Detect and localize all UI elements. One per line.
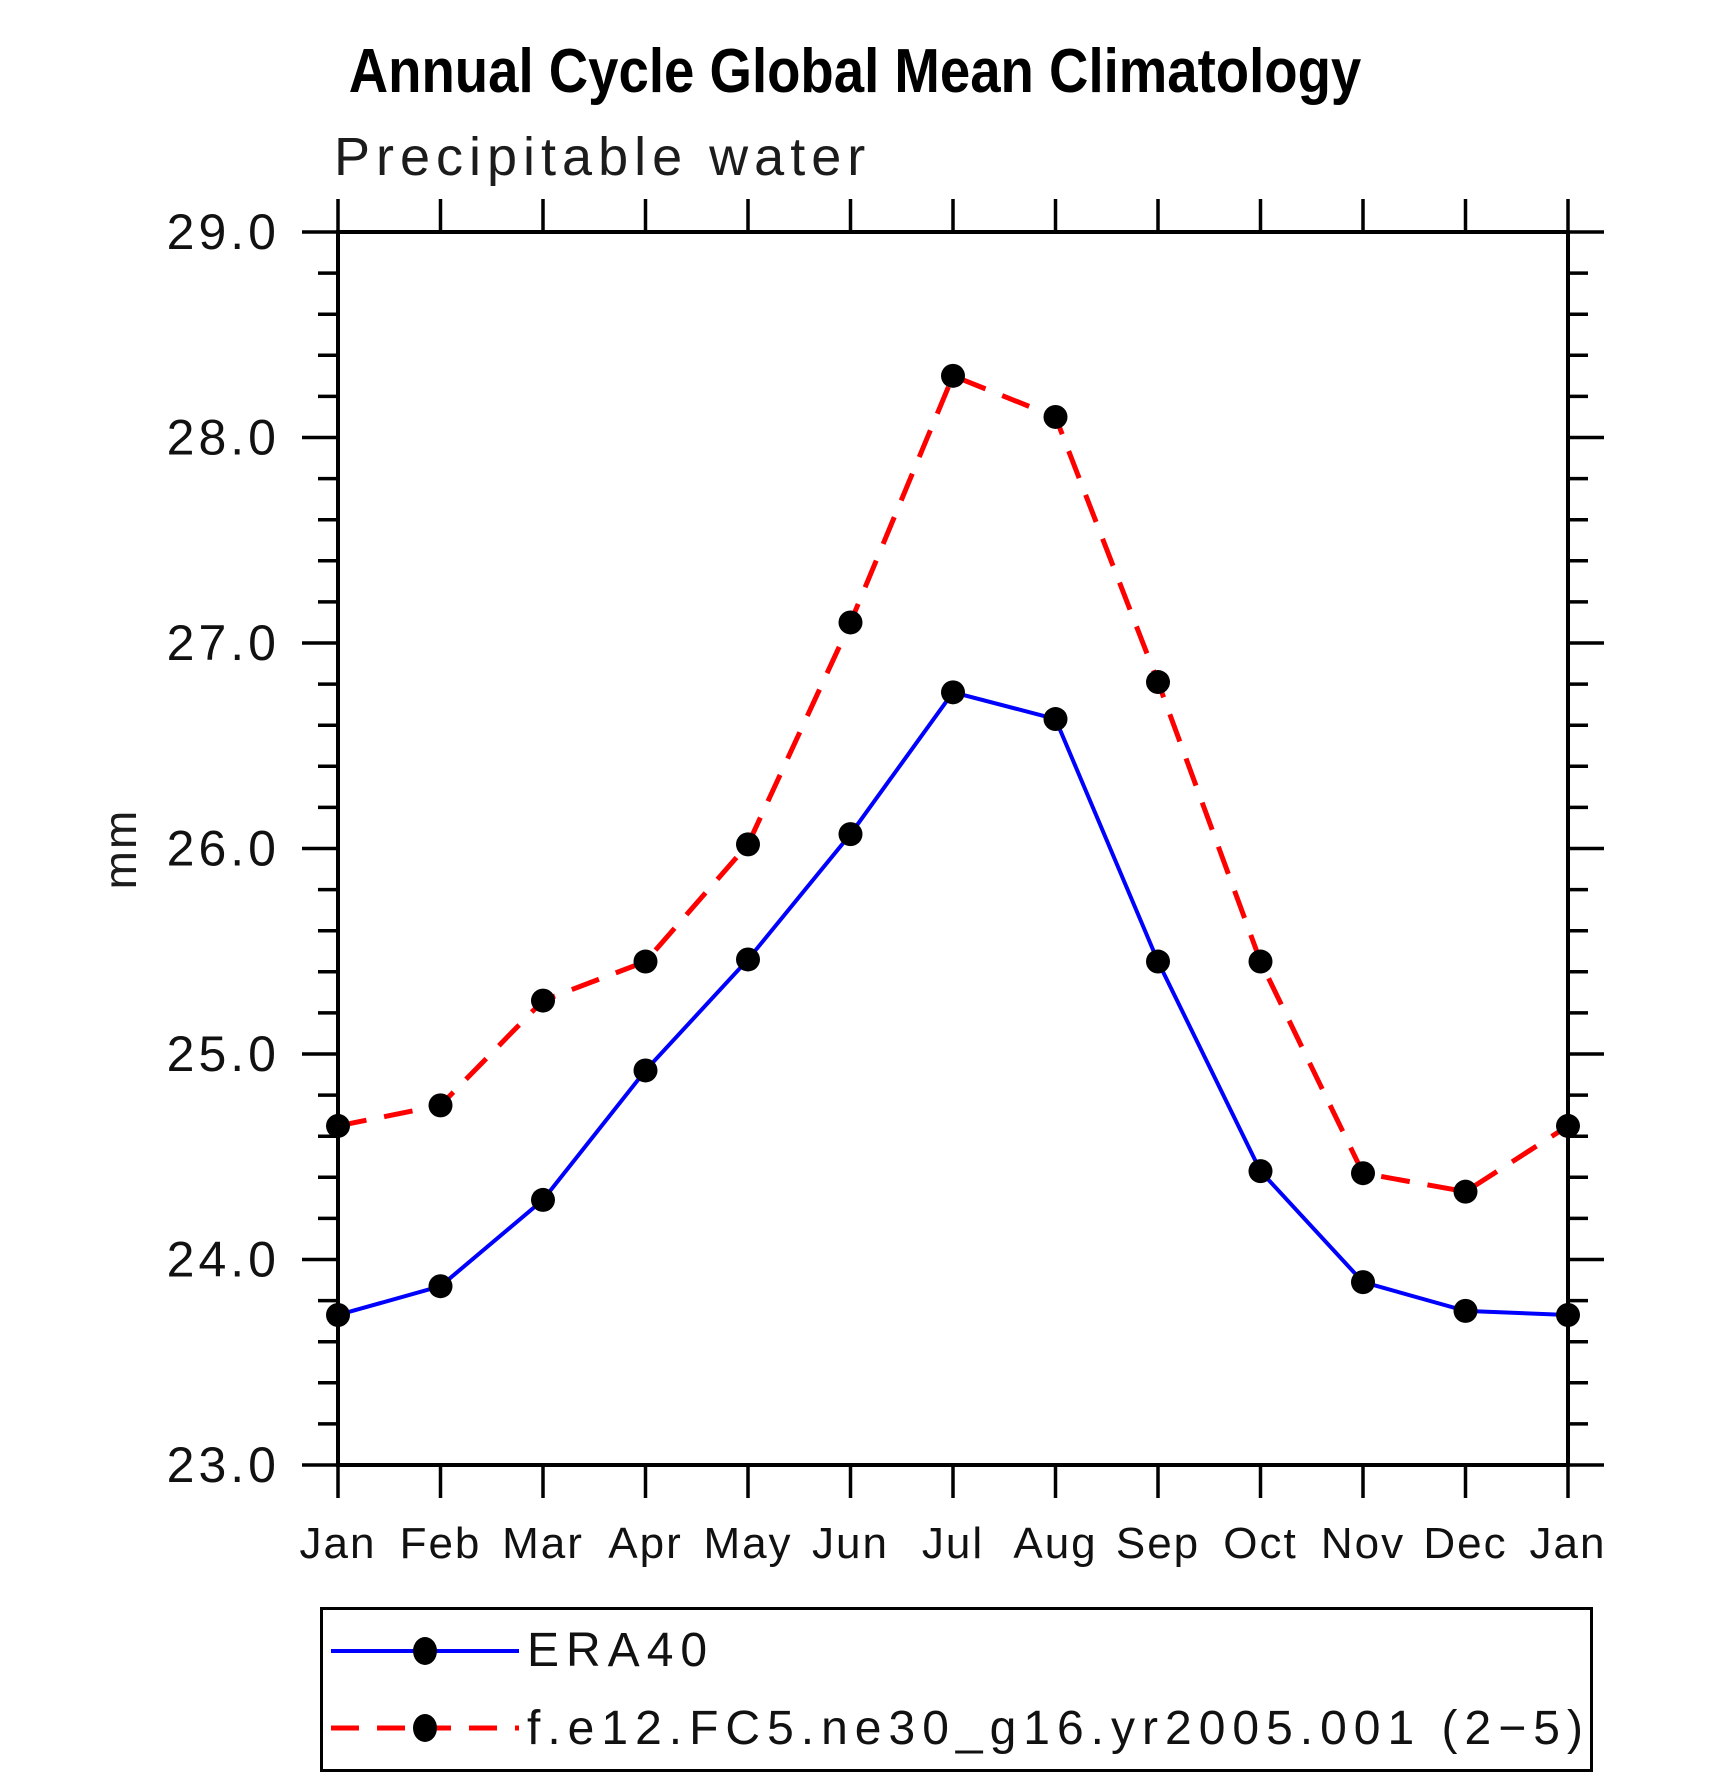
data-point — [531, 988, 555, 1013]
y-axis-ticks — [302, 230, 1604, 1467]
data-point — [1043, 404, 1068, 429]
y-tick-label: 23.0 — [167, 1437, 280, 1493]
y-tick-label: 27.0 — [167, 615, 280, 671]
data-point — [941, 363, 965, 388]
data-point-markers — [326, 363, 1580, 1327]
data-point — [838, 610, 863, 635]
data-point — [1248, 949, 1273, 974]
legend-swatch-model-line — [331, 1714, 519, 1743]
data-point — [1146, 670, 1170, 695]
data-point — [838, 822, 863, 847]
data-point — [1043, 707, 1068, 732]
x-tick-label: May — [703, 1519, 792, 1568]
x-tick-label: Jan — [300, 1519, 377, 1568]
data-point — [428, 1274, 453, 1299]
data-point — [326, 1113, 350, 1138]
y-tick-label: 25.0 — [167, 1026, 280, 1082]
data-point — [633, 949, 658, 974]
data-point — [736, 832, 760, 857]
data-point — [633, 1058, 658, 1083]
y-tick-label: 26.0 — [167, 821, 280, 877]
x-axis-ticks — [336, 199, 1570, 1498]
legend-item-model: f.e12.FC5.ne30_g16.yr2005.001 (2−5) — [329, 1691, 1590, 1765]
x-tick-label: Jul — [922, 1519, 984, 1568]
data-point — [1556, 1113, 1580, 1138]
legend-label-era40: ERA40 — [527, 1624, 715, 1678]
x-tick-label: Apr — [608, 1519, 682, 1568]
series-line-0 — [337, 690, 1569, 1317]
data-point — [1453, 1298, 1478, 1323]
data-point — [1146, 949, 1170, 974]
chart-subtitle: Precipitable water — [334, 127, 872, 187]
legend: ERA40 f.e12.FC5.ne30_g16.yr2005.001 (2−5… — [320, 1607, 1593, 1772]
data-point — [531, 1187, 555, 1212]
series-lines — [337, 372, 1570, 1317]
legend-swatch-era40-line — [331, 1636, 519, 1665]
data-point — [1248, 1159, 1273, 1184]
data-point — [1556, 1302, 1580, 1327]
y-tick-label: 24.0 — [167, 1232, 280, 1288]
legend-marker-dot — [413, 1636, 437, 1665]
data-point — [1453, 1179, 1478, 1204]
legend-marker-dot — [413, 1714, 437, 1743]
y-tick-labels: 23.0 24.0 25.0 26.0 27.0 28.0 29.0 — [167, 204, 280, 1493]
x-tick-label: Feb — [400, 1519, 482, 1568]
legend-item-era40: ERA40 — [329, 1614, 1590, 1688]
x-tick-label: Sep — [1116, 1519, 1200, 1568]
y-tick-label: 29.0 — [167, 204, 280, 260]
y-tick-label: 28.0 — [167, 410, 280, 466]
x-tick-label: Nov — [1321, 1519, 1405, 1568]
data-point — [1351, 1270, 1375, 1295]
x-tick-labels: Jan Feb Mar Apr May Jun Jul Aug Sep Oct Nov Dec Jan — [300, 1519, 1607, 1568]
x-tick-label: Jun — [812, 1519, 889, 1568]
axis-frame — [336, 230, 1570, 1467]
data-point — [736, 947, 760, 972]
x-tick-label: Mar — [502, 1519, 584, 1568]
data-point — [1351, 1161, 1375, 1186]
data-point — [941, 680, 965, 705]
x-tick-label: Oct — [1223, 1519, 1297, 1568]
legend-label-model: f.e12.FC5.ne30_g16.yr2005.001 (2−5) — [527, 1701, 1590, 1755]
x-tick-label: Jan — [1530, 1519, 1607, 1568]
x-tick-label: Aug — [1013, 1519, 1097, 1568]
data-point — [326, 1302, 350, 1327]
series-line-1 — [337, 372, 1570, 1195]
chart-title: Annual Cycle Global Mean Climatology — [348, 37, 1362, 106]
data-point — [428, 1093, 453, 1118]
x-tick-label: Dec — [1423, 1519, 1507, 1568]
